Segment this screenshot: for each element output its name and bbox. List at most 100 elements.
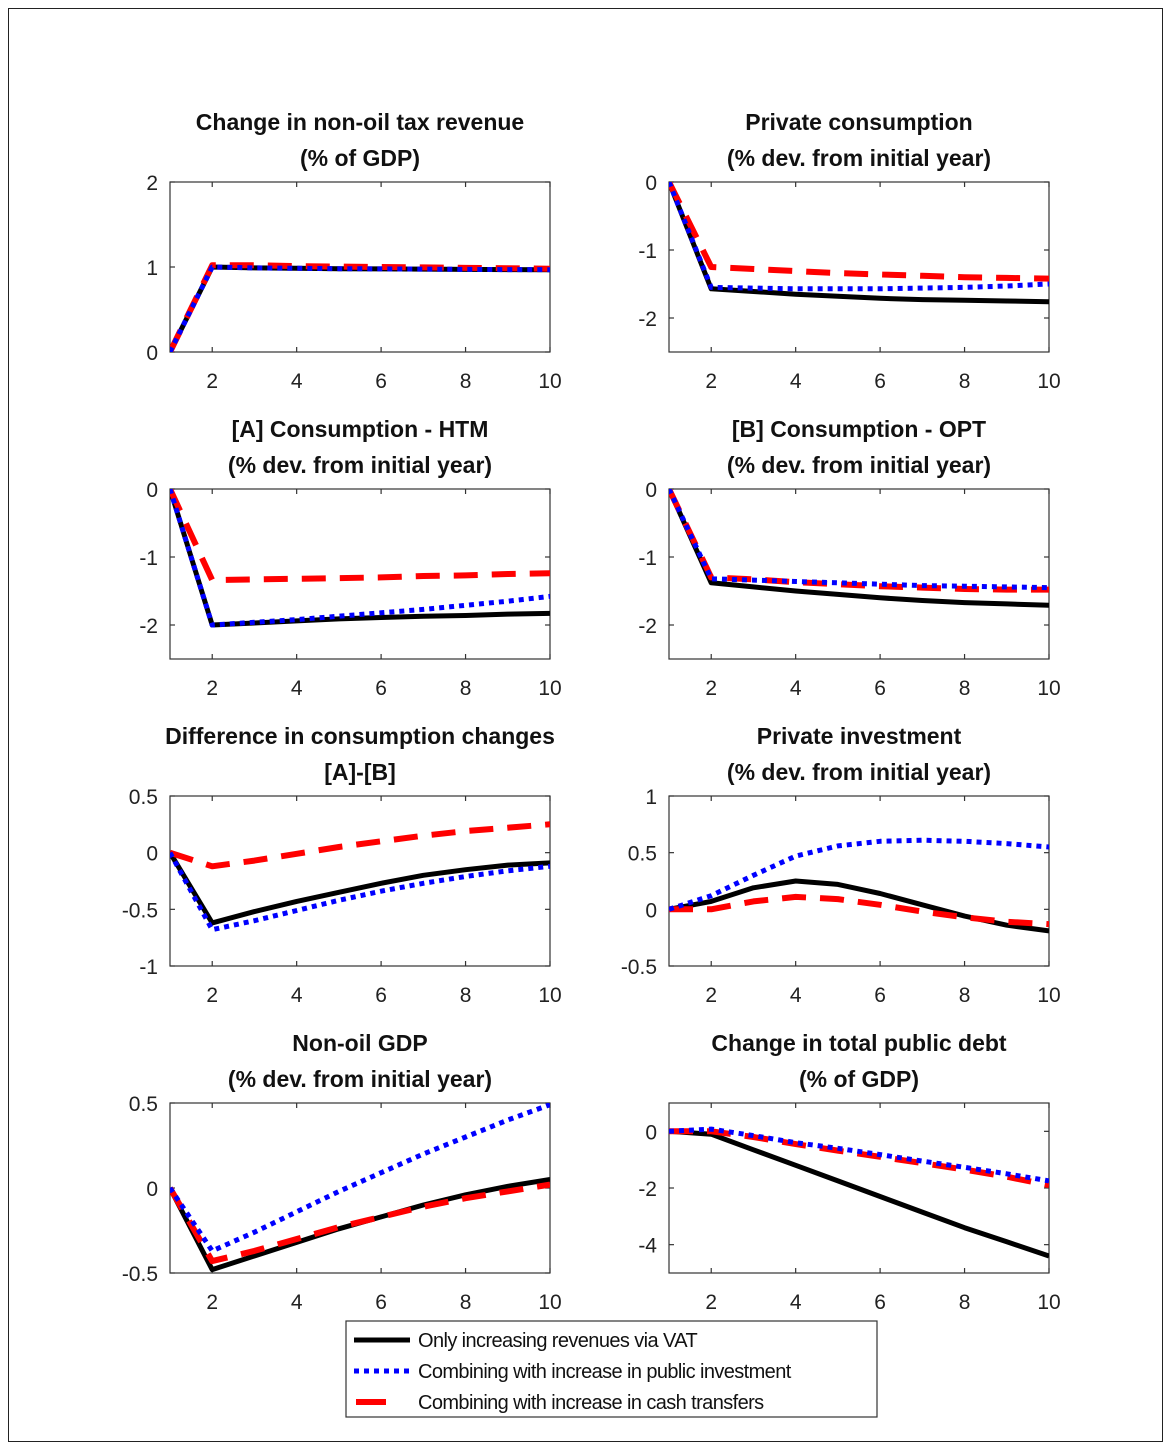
y-tick-label: -0.5: [122, 899, 158, 922]
series-line-2: [669, 1126, 1049, 1184]
x-tick-label: 4: [291, 370, 303, 393]
series-line-3: [170, 262, 550, 352]
legend-label-1: Only increasing revenues via VAT: [418, 1330, 697, 1352]
x-tick-label: 4: [790, 1291, 802, 1314]
series-line-2: [170, 1103, 550, 1254]
series-line-2: [170, 264, 550, 352]
y-tick-label: 0: [146, 1178, 158, 1201]
x-tick-label: 2: [206, 677, 218, 700]
y-tick-label: 0: [146, 479, 158, 502]
y-tick-label: -1: [638, 547, 657, 570]
x-tick-label: 10: [538, 370, 561, 393]
panel-title: [A] Consumption - HTM: [232, 416, 489, 442]
x-tick-label: 4: [291, 1291, 303, 1314]
y-tick-label: -2: [638, 308, 657, 331]
series-line-3: [170, 1181, 550, 1265]
x-tick-label: 2: [705, 370, 717, 393]
series-line-2: [669, 182, 1049, 292]
legend: Only increasing revenues via VAT Combinin…: [345, 1320, 878, 1418]
panel-5: Difference in consumption changes [A]-[B]…: [122, 723, 562, 1007]
x-tick-label: 4: [790, 984, 802, 1007]
series-line-1: [170, 851, 550, 926]
series-line-1: [669, 182, 1049, 305]
x-tick-label: 6: [874, 1291, 886, 1314]
y-tick-label: 0.5: [129, 786, 158, 809]
x-tick-label: 6: [375, 984, 387, 1007]
panel-subtitle: [A]-[B]: [324, 759, 396, 785]
x-tick-label: 10: [1037, 370, 1060, 393]
x-tick-label: 10: [1037, 1291, 1060, 1314]
axes-box: [169, 795, 551, 967]
y-tick-label: -4: [638, 1235, 657, 1258]
y-tick-label: 1: [645, 786, 657, 809]
panel-subtitle: (% of GDP): [799, 1066, 919, 1092]
figure-frame: [8, 8, 1163, 1442]
x-tick-label: 2: [206, 370, 218, 393]
x-tick-label: 8: [959, 984, 971, 1007]
panel-subtitle: (% dev. from initial year): [727, 452, 991, 478]
series-line-2: [669, 489, 1049, 591]
x-tick-label: 8: [959, 677, 971, 700]
y-tick-label: 0.5: [628, 843, 657, 866]
y-tick-label: 0: [146, 843, 158, 866]
x-tick-label: 2: [705, 677, 717, 700]
panel-subtitle: (% dev. from initial year): [228, 1066, 492, 1092]
y-tick-label: 0: [146, 342, 158, 365]
y-tick-label: -2: [638, 615, 657, 638]
y-tick-label: 0.5: [129, 1093, 158, 1116]
x-tick-label: 6: [874, 984, 886, 1007]
series-line-1: [669, 1128, 1049, 1259]
panel-title: Non-oil GDP: [292, 1030, 427, 1056]
y-tick-label: 0: [645, 899, 657, 922]
series-line-3: [170, 821, 550, 870]
panel-4: [B] Consumption - OPT (% dev. from initia…: [638, 416, 1060, 700]
series-line-2: [669, 837, 1049, 912]
panel-2: Private consumption (% dev. from initial …: [638, 109, 1060, 393]
y-tick-label: -1: [139, 547, 158, 570]
panel-title: [B] Consumption - OPT: [732, 416, 986, 442]
y-tick-label: -1: [139, 956, 158, 979]
y-tick-label: 0: [645, 172, 657, 195]
panel-title: Difference in consumption changes: [165, 723, 555, 749]
x-tick-label: 10: [538, 1291, 561, 1314]
x-tick-label: 6: [375, 677, 387, 700]
panel-title: Private investment: [757, 723, 962, 749]
legend-box: [345, 1320, 878, 1418]
y-tick-label: -2: [139, 615, 158, 638]
x-tick-label: 8: [959, 370, 971, 393]
y-tick-label: -0.5: [122, 1263, 158, 1286]
panel-title: Private consumption: [745, 109, 972, 135]
panel-subtitle: (% dev. from initial year): [727, 145, 991, 171]
x-tick-label: 4: [291, 984, 303, 1007]
x-tick-label: 6: [874, 370, 886, 393]
x-tick-label: 10: [538, 984, 561, 1007]
panel-subtitle: (% dev. from initial year): [228, 452, 492, 478]
x-tick-label: 2: [206, 984, 218, 1007]
panel-subtitle: (% of GDP): [300, 145, 420, 171]
x-tick-label: 8: [460, 677, 472, 700]
y-tick-label: -2: [638, 1178, 657, 1201]
series-line-3: [669, 489, 1049, 593]
x-tick-label: 10: [538, 677, 561, 700]
x-tick-label: 6: [375, 1291, 387, 1314]
panel-1: Change in non-oil tax revenue (% of GDP) 2…: [146, 109, 561, 393]
x-tick-label: 10: [1037, 984, 1060, 1007]
y-tick-label: 2: [146, 172, 158, 195]
x-tick-label: 6: [375, 370, 387, 393]
x-tick-label: 8: [460, 984, 472, 1007]
panel-title: Change in non-oil tax revenue: [196, 109, 524, 135]
series-line-1: [170, 264, 550, 352]
series-line-3: [669, 893, 1049, 928]
series-line-3: [669, 182, 1049, 282]
panel-3: [A] Consumption - HTM (% dev. from initia…: [139, 416, 561, 700]
series-line-1: [669, 489, 1049, 608]
x-tick-label: 4: [790, 677, 802, 700]
y-tick-label: 1: [146, 257, 158, 280]
series-line-3: [170, 489, 550, 584]
x-tick-label: 8: [460, 1291, 472, 1314]
x-tick-label: 2: [206, 1291, 218, 1314]
panel-subtitle: (% dev. from initial year): [727, 759, 991, 785]
x-tick-label: 8: [460, 370, 472, 393]
x-tick-label: 2: [705, 1291, 717, 1314]
panel-8: Change in total public debt (% of GDP) 2 4 6…: [638, 1030, 1060, 1314]
